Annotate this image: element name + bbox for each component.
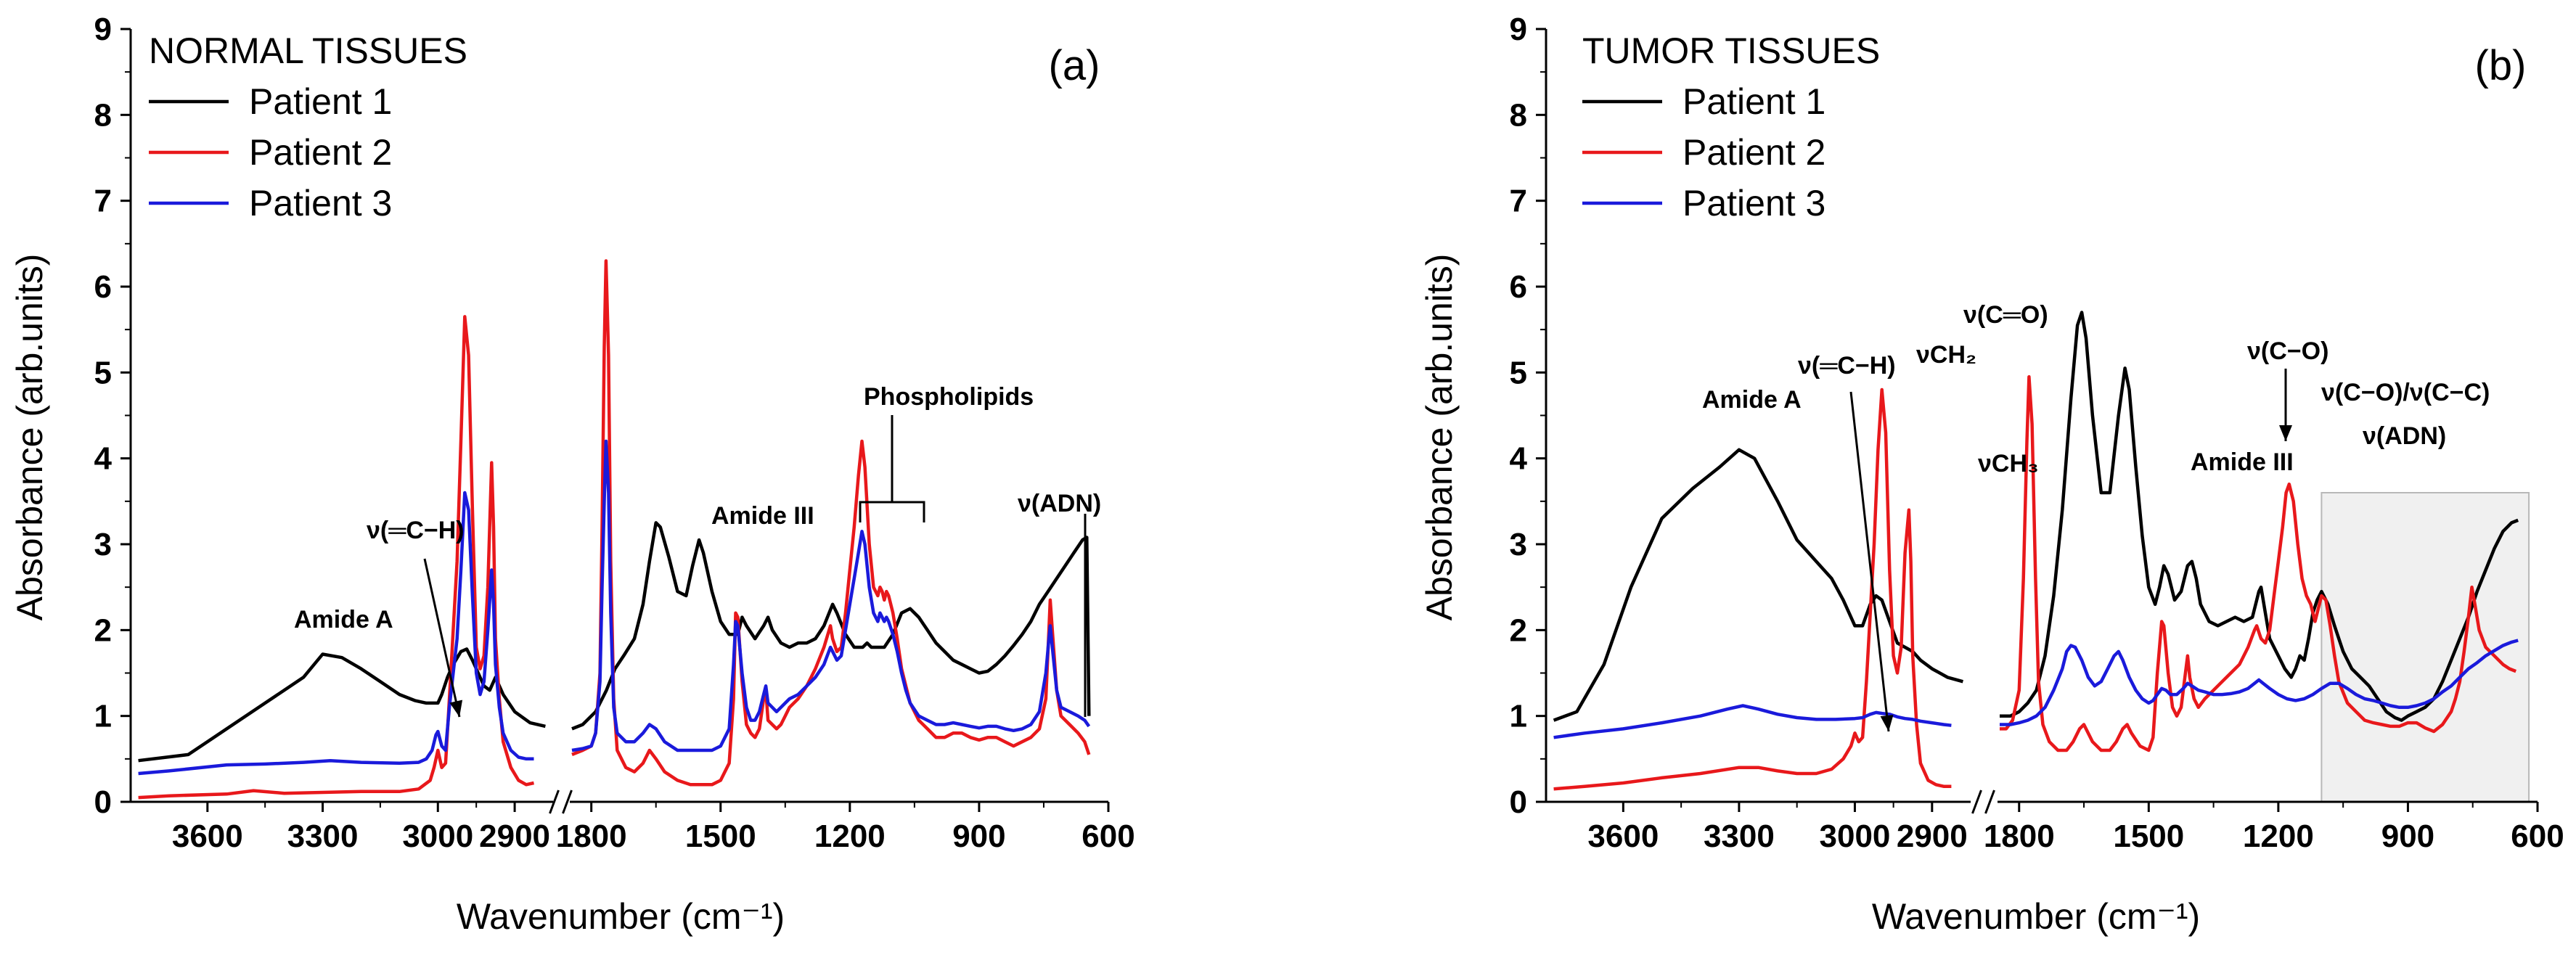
x-tick-label: 1200 [2243, 819, 2314, 854]
legend-entry: Patient 1 [1682, 81, 1825, 122]
legend-entry: Patient 2 [249, 132, 392, 173]
y-tick-label: 7 [1510, 184, 1527, 219]
series-line-patient-3-left [138, 491, 534, 776]
annotation-label: ν(C−O) [2247, 337, 2328, 365]
x-axis-title: Wavenumber (cm⁻¹) [457, 896, 785, 937]
series-line-patient-2-left [138, 315, 534, 800]
series-line-patient-3-right [571, 439, 1091, 752]
y-tick-label: 4 [1510, 441, 1528, 477]
series-line-patient-1-right [571, 521, 1091, 731]
panel-title: NORMAL TISSUES [149, 30, 467, 71]
arrow-head [449, 700, 463, 717]
x-tick-label: 1800 [556, 819, 627, 854]
y-tick-label: 0 [94, 784, 112, 820]
series-line-patient-1-right [2000, 311, 2519, 722]
shaded-region [2321, 492, 2530, 803]
series-line-patient-2-right [2000, 375, 2517, 752]
annotation-label: νCH₂ [1916, 341, 1976, 369]
y-axis-title: Absorbance (arb.units) [1419, 254, 1460, 621]
axis-break-mark [1971, 789, 1982, 814]
x-tick-label: 3300 [1704, 819, 1775, 854]
y-tick-label: 8 [94, 97, 112, 133]
axis-break-mark [549, 789, 560, 814]
annotation-label: Amide III [711, 502, 814, 530]
x-tick-label: 600 [2511, 819, 2564, 854]
annotation-arrow [1849, 391, 1890, 732]
x-tick-label: 600 [1081, 819, 1134, 854]
x-tick-label: 3000 [1820, 819, 1891, 854]
series-line-patient-1-left [1553, 448, 1964, 722]
y-tick-label: 4 [94, 441, 113, 477]
y-tick-label: 2 [1510, 612, 1527, 648]
annotation-label: Amide III [2191, 448, 2294, 476]
x-tick-label: 3600 [1587, 819, 1659, 854]
annotation-label: Phospholipids [864, 383, 1034, 411]
annotation-label: ν(C═O) [1963, 301, 2048, 329]
y-tick-label: 1 [94, 699, 112, 734]
x-tick-label: 3000 [402, 819, 473, 854]
y-tick-label: 5 [1510, 355, 1527, 390]
annotation-label: ν(C−O)/ν(C−C) [2321, 379, 2490, 406]
x-tick-label: 900 [952, 819, 1005, 854]
x-tick-label: 900 [2381, 819, 2434, 854]
y-axis-title: Absorbance (arb.units) [9, 254, 50, 621]
x-tick-label: 2900 [1897, 819, 1968, 854]
annotation-label: ν(ADN) [1018, 490, 1101, 517]
annotation-label: ν(ADN) [2363, 422, 2446, 450]
x-tick-label: 1800 [1984, 819, 2055, 854]
y-tick-label: 3 [1510, 527, 1527, 562]
annotation-label: Amide A [294, 606, 393, 633]
x-tick-label: 2900 [479, 819, 550, 854]
axis-break-mark [1984, 789, 1995, 814]
y-tick-label: 3 [94, 527, 112, 562]
y-tick-label: 5 [94, 355, 112, 390]
x-tick-label: 3600 [172, 819, 243, 854]
x-tick-label: 3300 [287, 819, 359, 854]
legend-entry: Patient 1 [249, 81, 392, 122]
x-axis-title: Wavenumber (cm⁻¹) [1872, 896, 2200, 937]
annotation-label: ν(═C−H) [1798, 352, 1896, 380]
panel-title: TUMOR TISSUES [1582, 30, 1880, 71]
x-tick-label: 1500 [685, 819, 756, 854]
y-tick-label: 6 [1510, 269, 1527, 305]
y-tick-label: 9 [94, 12, 112, 47]
annotation-arrow [423, 558, 461, 718]
arrow-head [2279, 425, 2292, 441]
panel-a: 0 1 2 3 4 5 6 7 8 9 3600 3300 3000 2900 1800 1500 1200 90… [9, 12, 1135, 937]
panel-b: 0 1 2 3 4 5 6 7 8 9 3600 3300 3000 2900 1800 1500 1200 90… [1419, 12, 2564, 937]
legend-entry: Patient 3 [249, 183, 392, 223]
y-tick-label: 8 [1510, 97, 1527, 133]
y-tick-label: 0 [1510, 784, 1527, 820]
series-line-patient-2-right [571, 259, 1091, 787]
series-line-patient-3-left [1553, 704, 1952, 739]
legend-entry: Patient 2 [1682, 132, 1825, 173]
y-tick-label: 2 [94, 612, 112, 648]
y-tick-label: 7 [94, 184, 112, 219]
series-line-patient-3-right [2000, 639, 2519, 726]
annotation-label: Amide A [1702, 386, 1802, 414]
y-tick-label: 9 [1510, 12, 1527, 47]
annotation-label: νCH₃ [1978, 450, 2039, 477]
panel-label: (b) [2475, 42, 2527, 89]
phospholipids-bracket [859, 501, 925, 522]
y-tick-label: 6 [94, 269, 112, 305]
arrow-head [1880, 715, 1894, 731]
axis-break-mark [562, 789, 573, 814]
panel-label: (a) [1049, 42, 1100, 89]
legend-entry: Patient 3 [1682, 183, 1825, 223]
x-tick-label: 1200 [814, 819, 886, 854]
annotation-label: ν(═C−H) [367, 517, 465, 544]
x-tick-label: 1500 [2113, 819, 2184, 854]
y-tick-label: 1 [1510, 699, 1527, 734]
